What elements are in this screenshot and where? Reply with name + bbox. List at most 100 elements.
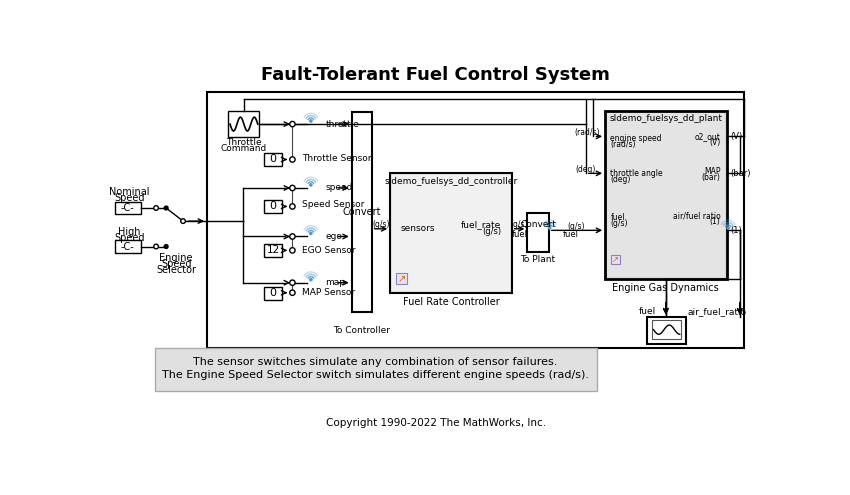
Bar: [115, 202, 141, 214]
Circle shape: [164, 245, 168, 248]
Text: (g/s): (g/s): [610, 219, 628, 228]
Bar: [352, 112, 371, 312]
Text: fuel: fuel: [638, 307, 656, 316]
Text: (rad/s): (rad/s): [574, 128, 599, 137]
Text: sldemo_fuelsys_dd_controller: sldemo_fuelsys_dd_controller: [384, 177, 518, 186]
Text: Speed Sensor: Speed Sensor: [303, 200, 365, 209]
Circle shape: [548, 227, 551, 229]
Text: speed: speed: [326, 184, 353, 193]
Text: fuel_rate: fuel_rate: [461, 220, 501, 230]
Bar: [607, 112, 725, 277]
Text: (g/s): (g/s): [568, 222, 586, 231]
Text: (V): (V): [730, 132, 743, 141]
Circle shape: [290, 185, 295, 191]
Text: (1): (1): [730, 226, 742, 235]
Text: (g/s): (g/s): [372, 220, 389, 230]
Circle shape: [309, 279, 312, 281]
Bar: [207, 92, 744, 348]
Text: engine speed: engine speed: [610, 134, 662, 143]
Text: 0: 0: [269, 201, 276, 211]
Bar: [115, 241, 141, 252]
Circle shape: [181, 219, 185, 223]
Text: air/fuel ratio: air/fuel ratio: [672, 211, 721, 220]
Bar: [648, 317, 686, 345]
Bar: [264, 200, 282, 213]
Text: Speed: Speed: [114, 233, 144, 243]
Text: To Controller: To Controller: [333, 326, 390, 335]
Bar: [264, 153, 282, 166]
Bar: [605, 111, 727, 279]
Circle shape: [290, 248, 295, 253]
Text: throttle angle: throttle angle: [610, 169, 663, 178]
Text: -C-: -C-: [121, 242, 134, 251]
Text: Throttle Sensor: Throttle Sensor: [303, 154, 372, 163]
Text: (rad/s): (rad/s): [610, 141, 636, 149]
Text: sldemo_fuelsys_dd_plant: sldemo_fuelsys_dd_plant: [609, 114, 722, 123]
Text: 12: 12: [267, 246, 280, 255]
Text: High: High: [118, 227, 140, 237]
Circle shape: [290, 157, 295, 162]
Text: Convert: Convert: [343, 207, 381, 217]
Circle shape: [164, 206, 168, 210]
Circle shape: [290, 204, 295, 209]
Bar: [392, 175, 510, 291]
Text: Selector: Selector: [156, 265, 196, 275]
Circle shape: [309, 184, 312, 186]
Text: Speed: Speed: [161, 259, 191, 269]
Text: (1): (1): [710, 217, 721, 226]
Text: ↗: ↗: [612, 255, 620, 264]
Text: Fuel Rate Controller: Fuel Rate Controller: [403, 297, 500, 307]
Text: Command: Command: [221, 144, 267, 153]
Text: (V): (V): [709, 138, 721, 147]
Text: map: map: [326, 278, 345, 287]
Text: (g/s): (g/s): [482, 227, 501, 236]
Text: Convert: Convert: [520, 220, 556, 230]
Text: 0: 0: [269, 288, 276, 297]
Text: The Engine Speed Selector switch simulates different engine speeds (rad/s).: The Engine Speed Selector switch simulat…: [162, 370, 589, 380]
Text: To Plant: To Plant: [520, 255, 556, 264]
Bar: [390, 173, 512, 293]
Text: Engine Gas Dynamics: Engine Gas Dynamics: [613, 283, 719, 293]
Circle shape: [309, 232, 312, 235]
Text: ego: ego: [326, 232, 343, 241]
Text: o2_out: o2_out: [694, 132, 721, 141]
Bar: [652, 320, 681, 339]
Text: 0: 0: [269, 154, 276, 164]
Text: Engine: Engine: [160, 253, 193, 263]
Text: sensors: sensors: [401, 224, 435, 233]
Text: MAP: MAP: [704, 166, 721, 176]
Bar: [264, 287, 282, 299]
Circle shape: [309, 120, 312, 122]
Circle shape: [727, 227, 729, 229]
Bar: [264, 244, 282, 257]
Text: EGO Sensor: EGO Sensor: [303, 246, 356, 255]
Circle shape: [290, 280, 295, 286]
Bar: [229, 111, 259, 137]
Text: ↗: ↗: [398, 274, 405, 284]
Text: (g/s): (g/s): [511, 220, 529, 230]
Circle shape: [154, 244, 158, 249]
Bar: [527, 213, 549, 252]
Text: -C-: -C-: [121, 203, 134, 213]
Circle shape: [290, 121, 295, 127]
Text: (bar): (bar): [730, 169, 751, 178]
Text: air_fuel_ratio: air_fuel_ratio: [687, 307, 746, 316]
Text: (deg): (deg): [610, 175, 631, 184]
Text: (bar): (bar): [701, 173, 721, 182]
Text: Throttle: Throttle: [226, 138, 262, 147]
Bar: [611, 255, 620, 264]
Text: fuel: fuel: [610, 213, 625, 222]
Bar: [155, 348, 598, 391]
Text: Fault-Tolerant Fuel Control System: Fault-Tolerant Fuel Control System: [261, 66, 610, 84]
Text: Speed: Speed: [114, 193, 144, 203]
Bar: [396, 273, 407, 284]
Text: MAP Sensor: MAP Sensor: [303, 288, 355, 297]
Circle shape: [154, 206, 158, 210]
Text: fuel: fuel: [512, 231, 528, 240]
Circle shape: [290, 290, 295, 296]
Circle shape: [290, 234, 295, 239]
Text: Copyright 1990-2022 The MathWorks, Inc.: Copyright 1990-2022 The MathWorks, Inc.: [326, 418, 546, 428]
Text: Nominal: Nominal: [109, 187, 150, 197]
Text: fuel: fuel: [563, 230, 578, 239]
Text: throttle: throttle: [326, 120, 360, 129]
